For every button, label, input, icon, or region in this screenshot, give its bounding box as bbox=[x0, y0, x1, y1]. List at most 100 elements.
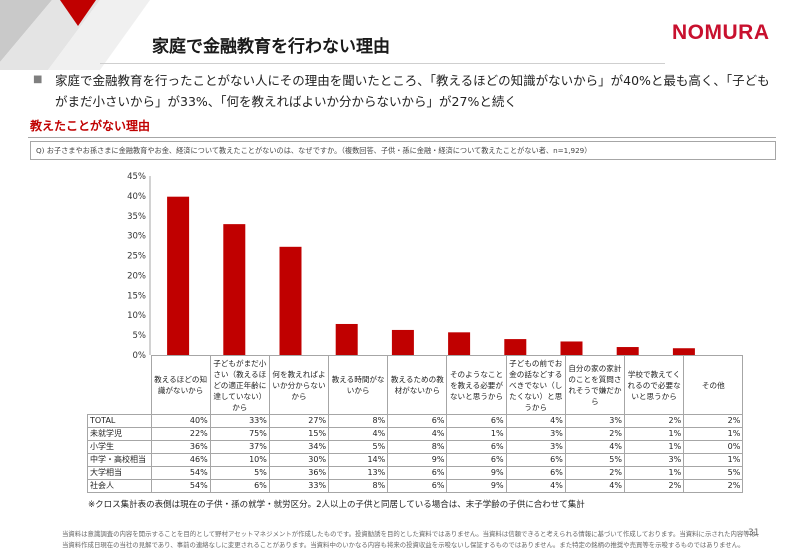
table-body: TOTAL 40% 33% 27% 8% 6% 6% 4% 3% 2% 2% 未就学児 22% 75% 15… bbox=[87, 414, 744, 493]
bar-1 bbox=[167, 196, 190, 355]
row-label: 中学・高校相当 bbox=[87, 453, 152, 467]
value-cell: 54% bbox=[150, 466, 211, 480]
y-tick-label: 25% bbox=[127, 252, 146, 262]
value-cell: 14% bbox=[328, 453, 389, 467]
value-cell: 6% bbox=[505, 453, 566, 467]
table-row: 小学生 36% 37% 34% 5% 8% 6% 3% 4% 1% 0% bbox=[87, 440, 744, 454]
summary-text-line: 家庭で金融教育を行ったことがない人にその理由を聞いたところ、「教えるほどの知識が… bbox=[55, 73, 770, 88]
category-header-cell: 子どもがまだ小さい（教えるほどの適正年齢に達していない）から bbox=[209, 355, 270, 415]
value-cell: 5% bbox=[209, 466, 270, 480]
value-cell: 6% bbox=[446, 440, 507, 454]
value-cell: 0% bbox=[683, 440, 744, 454]
value-cell: 1% bbox=[683, 427, 744, 441]
table-row: 社会人 54% 6% 33% 8% 6% 9% 4% 4% 2% 2% bbox=[87, 479, 744, 493]
value-cell: 33% bbox=[209, 414, 270, 428]
table-row: 大学相当 54% 5% 36% 13% 6% 9% 6% 2% 1% 5% bbox=[87, 466, 744, 480]
value-cell: 1% bbox=[623, 466, 685, 480]
footnote: ※クロス集計表の表側は現在の子供・孫の就学・就労区分。2人以上の子供と同居してい… bbox=[88, 500, 585, 510]
table-row: TOTAL 40% 33% 27% 8% 6% 6% 4% 3% 2% 2% bbox=[87, 414, 744, 428]
bar-9 bbox=[616, 347, 639, 355]
y-tick-label: 45% bbox=[127, 172, 146, 182]
value-cell: 8% bbox=[328, 414, 389, 428]
table-header-row: 教えるほどの知識がないから 子どもがまだ小さい（教えるほどの適正年齢に達していない… bbox=[87, 355, 744, 415]
value-cell: 6% bbox=[209, 479, 270, 493]
value-cell: 8% bbox=[328, 479, 389, 493]
value-cell: 1% bbox=[623, 440, 685, 454]
disclaimer-text: 当資料作成日現在の当社の見解であり、事前の連絡なしに変更されることがあります。当… bbox=[62, 541, 745, 549]
category-header-cell: 教えるための教材がないから bbox=[387, 355, 448, 415]
survey-question: Q) お子さまやお孫さまに金融教育やお金、経済について教えたことがないのは、なぜ… bbox=[30, 141, 776, 160]
disclaimer-text: 当資料は意識調査の内容を開示することを目的として野村アセットマネジメントが作成し… bbox=[62, 530, 763, 538]
value-cell: 1% bbox=[683, 453, 744, 467]
value-cell: 30% bbox=[268, 453, 330, 467]
row-label: 大学相当 bbox=[87, 466, 152, 480]
section-title: 教えたことがない理由 bbox=[30, 119, 151, 133]
value-cell: 2% bbox=[564, 466, 626, 480]
value-cell: 1% bbox=[446, 427, 507, 441]
category-header-cell: 教えるほどの知識がないから bbox=[150, 355, 211, 415]
value-cell: 36% bbox=[150, 440, 211, 454]
table-row: 中学・高校相当 46% 10% 30% 14% 9% 6% 6% 5% 3% 1% bbox=[87, 453, 744, 467]
value-cell: 2% bbox=[683, 479, 744, 493]
value-cell: 4% bbox=[564, 479, 626, 493]
bar-6 bbox=[448, 332, 471, 355]
value-cell: 9% bbox=[446, 466, 507, 480]
value-cell: 15% bbox=[268, 427, 330, 441]
value-cell: 13% bbox=[328, 466, 389, 480]
bar-3 bbox=[279, 246, 302, 355]
value-cell: 40% bbox=[150, 414, 211, 428]
value-cell: 9% bbox=[446, 479, 507, 493]
value-cell: 46% bbox=[150, 453, 211, 467]
y-tick-label: 30% bbox=[127, 232, 146, 242]
bar-2 bbox=[223, 224, 246, 355]
row-label: 未就学児 bbox=[87, 427, 152, 441]
y-tick-label: 15% bbox=[127, 291, 146, 301]
bar-8 bbox=[560, 341, 583, 355]
value-cell: 54% bbox=[150, 479, 211, 493]
nomura-logo: NOMURA bbox=[672, 21, 770, 44]
value-cell: 4% bbox=[505, 414, 566, 428]
y-tick-label: 10% bbox=[127, 311, 146, 321]
value-cell: 6% bbox=[387, 479, 448, 493]
table-row: 未就学児 22% 75% 15% 4% 4% 1% 3% 2% 1% 1% bbox=[87, 427, 744, 441]
y-tick-label: 35% bbox=[127, 212, 146, 222]
y-tick-label: 20% bbox=[127, 271, 146, 281]
category-header-cell: 教える時間がないから bbox=[328, 355, 389, 415]
value-cell: 3% bbox=[623, 453, 685, 467]
bar-4 bbox=[335, 323, 358, 355]
y-tick-label: 0% bbox=[133, 351, 147, 358]
value-cell: 2% bbox=[623, 414, 685, 428]
value-cell: 3% bbox=[505, 427, 566, 441]
bar-10 bbox=[672, 348, 695, 355]
value-cell: 2% bbox=[623, 479, 685, 493]
value-cell: 10% bbox=[209, 453, 270, 467]
bar-5 bbox=[391, 329, 414, 355]
value-cell: 27% bbox=[268, 414, 330, 428]
value-cell: 6% bbox=[446, 414, 507, 428]
value-cell: 6% bbox=[505, 466, 566, 480]
category-header-cell: 何を教えればよいか分からないから bbox=[268, 355, 330, 415]
section-divider bbox=[28, 137, 776, 138]
bar-chart: 0% 5% 10% 15% 20% 25% 30% 35% 40% 45% bbox=[127, 172, 695, 358]
value-cell: 5% bbox=[683, 466, 744, 480]
value-cell: 22% bbox=[150, 427, 211, 441]
decoration-triangle-red bbox=[60, 0, 96, 26]
table-corner-cell bbox=[87, 355, 152, 415]
value-cell: 6% bbox=[387, 466, 448, 480]
decoration-stripe-lighter bbox=[48, 0, 150, 70]
value-cell: 8% bbox=[387, 440, 448, 454]
value-cell: 3% bbox=[505, 440, 566, 454]
value-cell: 1% bbox=[623, 427, 685, 441]
summary-bullet: ■ bbox=[33, 74, 43, 85]
y-tick-label: 40% bbox=[127, 192, 146, 202]
value-cell: 4% bbox=[387, 427, 448, 441]
page-title: 家庭で金融教育を行わない理由 bbox=[152, 37, 390, 57]
row-label: TOTAL bbox=[87, 414, 152, 428]
value-cell: 34% bbox=[268, 440, 330, 454]
category-header-cell: 学校で教えてくれるので必要ないと思うから bbox=[623, 355, 685, 415]
crosstab-table: 教えるほどの知識がないから 子どもがまだ小さい（教えるほどの適正年齢に達していない… bbox=[87, 355, 744, 493]
header-decoration bbox=[0, 0, 150, 70]
summary-text-line: がまだ小さいから」が33%、「何を教えればよいか分からないから」が27%と続く bbox=[55, 94, 517, 109]
value-cell: 37% bbox=[209, 440, 270, 454]
